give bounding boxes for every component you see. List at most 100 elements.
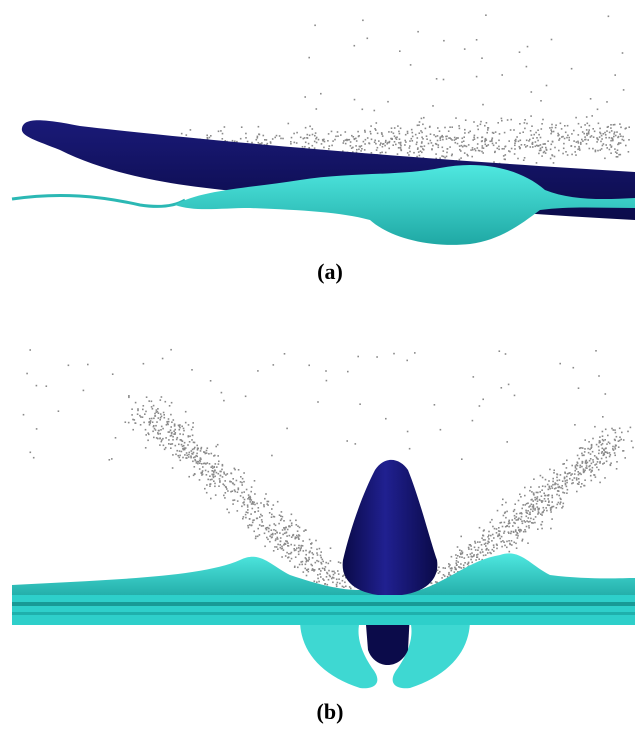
spray-particle — [586, 465, 588, 467]
spray-particle — [259, 516, 261, 518]
spray-particle — [272, 534, 274, 536]
spray-particle — [542, 477, 544, 479]
spray-particle — [311, 552, 313, 554]
spray-particle — [623, 439, 625, 441]
spray-particle — [255, 538, 257, 540]
spray-particle — [616, 156, 618, 158]
spray-particle — [590, 475, 592, 477]
spray-particle — [560, 123, 562, 125]
spray-particle — [375, 143, 377, 145]
spray-particle — [325, 370, 327, 372]
spray-particle — [193, 452, 195, 454]
spray-particle — [451, 154, 453, 156]
spray-particle — [309, 539, 311, 541]
spray-particle — [487, 127, 489, 129]
spray-particle — [492, 132, 494, 134]
spray-particle — [304, 96, 306, 98]
spray-particle — [328, 570, 330, 572]
spray-particle — [597, 109, 599, 111]
spray-particle — [533, 494, 535, 496]
spray-particle — [170, 426, 172, 428]
spray-particle — [283, 520, 285, 522]
spray-particle — [566, 486, 568, 488]
spray-particle — [355, 138, 357, 140]
spray-particle — [213, 471, 215, 473]
spray-particle — [473, 137, 475, 139]
spray-particle — [380, 152, 382, 154]
spray-particle — [208, 471, 210, 473]
spray-particle — [620, 127, 622, 129]
spray-particle — [459, 128, 461, 130]
spray-particle — [160, 413, 162, 415]
spray-particle — [392, 144, 394, 146]
spray-particle — [153, 418, 155, 420]
spray-particle — [291, 522, 293, 524]
spray-particle — [541, 495, 543, 497]
spray-particle — [460, 554, 462, 556]
spray-particle — [145, 434, 147, 436]
spray-particle — [473, 121, 475, 123]
spray-particle — [527, 145, 529, 147]
spray-particle — [620, 142, 622, 144]
spray-particle — [522, 539, 524, 541]
spray-particle — [430, 140, 432, 142]
spray-particle — [324, 569, 326, 571]
spray-particle — [167, 421, 169, 423]
spray-particle — [245, 396, 247, 398]
spray-particle — [253, 502, 255, 504]
spray-particle — [305, 529, 307, 531]
spray-particle — [295, 549, 297, 551]
spray-particle — [592, 451, 594, 453]
spray-particle — [466, 554, 468, 556]
spray-particle — [349, 139, 351, 141]
spray-particle — [454, 137, 456, 139]
spray-particle — [596, 467, 598, 469]
spray-particle — [548, 495, 550, 497]
spray-particle — [245, 517, 247, 519]
spray-particle — [285, 540, 287, 542]
spray-particle — [546, 510, 548, 512]
spray-particle — [251, 525, 253, 527]
spray-particle — [219, 480, 221, 482]
spray-particle — [186, 455, 188, 457]
spray-particle — [529, 521, 531, 523]
spray-particle — [527, 502, 529, 504]
spray-particle — [308, 57, 310, 59]
spray-particle — [304, 146, 306, 148]
spray-particle — [613, 136, 615, 138]
spray-particle — [160, 417, 162, 419]
spray-particle — [514, 145, 516, 147]
spray-particle — [585, 462, 587, 464]
spray-particle — [454, 567, 456, 569]
spray-particle — [622, 52, 624, 54]
spray-particle — [253, 531, 255, 533]
spray-particle — [477, 137, 479, 139]
spray-particle — [596, 444, 598, 446]
spray-particle — [553, 470, 555, 472]
spray-particle — [257, 536, 259, 538]
spray-particle — [279, 135, 281, 137]
spray-particle — [272, 138, 274, 140]
spray-particle — [400, 143, 402, 145]
spray-particle — [243, 472, 245, 474]
spray-particle — [475, 559, 477, 561]
spray-particle — [281, 511, 283, 513]
spray-particle — [506, 441, 508, 443]
spray-particle — [395, 144, 397, 146]
spray-particle — [216, 466, 218, 468]
spray-particle — [188, 476, 190, 478]
spray-particle — [567, 125, 569, 127]
spray-particle — [501, 74, 503, 76]
spray-particle — [212, 467, 214, 469]
spray-particle — [234, 499, 236, 501]
spray-particle — [584, 479, 586, 481]
spray-particle — [318, 561, 320, 563]
spray-particle — [305, 561, 307, 563]
spray-particle — [210, 479, 212, 481]
spray-particle — [211, 474, 213, 476]
spray-particle — [383, 143, 385, 145]
spray-particle — [514, 148, 516, 150]
spray-particle — [486, 548, 488, 550]
spray-particle — [615, 432, 617, 434]
spray-particle — [581, 453, 583, 455]
